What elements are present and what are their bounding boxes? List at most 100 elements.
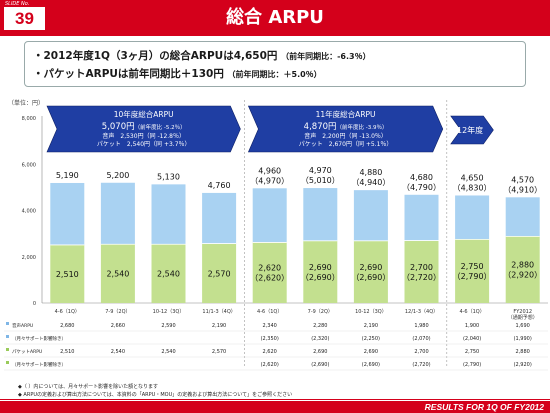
x-tick-label: 7-9（2Q） [105,309,130,315]
table-cell: 2,590 [161,323,175,329]
x-tick-label: （通期予想） [508,314,538,321]
footer-text: RESULTS FOR 1Q OF FY2012 [424,402,544,412]
banner-value: 5,070円（前年度比 -5.2％） [102,122,186,132]
x-tick-label: 7-9（2Q） [308,309,333,315]
banner-fy2012 [450,115,494,145]
total-sub-label: （4,790） [402,183,441,192]
arpu-chart: 0 2,000 4,000 6,000 8,000 5,190 2,510 4-6（1Q） 5,… [4,100,548,371]
unit-label: （単位：円） [8,100,45,107]
packet-label: 2,540 [157,270,180,279]
y-tick-label: 8,000 [22,116,36,122]
packet-label: 2,880 [511,261,534,270]
packet-label: 2,570 [208,269,231,278]
total-sub-label: （4,970） [250,176,289,185]
total-label: 4,880 [359,168,382,177]
table-cell: 2,690 [313,349,327,355]
summary-bullet-1: ・2012年度1Q（3ヶ月）の総合ARPUは4,650円 （前年同期比：-6.3… [33,48,371,63]
table-cell: 2,750 [465,349,479,355]
bar-voice [252,188,287,243]
banner-detail-line: 音声 2,530円（同 -12.8％） [102,132,185,140]
bar-packet [455,239,490,303]
bar-packet [303,240,338,303]
slide-number-label: SLIDE No. [5,1,30,7]
table-row-marker [6,322,9,325]
slide-number-box: 39 [4,7,45,30]
table-row-marker [6,335,9,338]
x-tick-label: 4-6（1Q） [55,309,80,315]
banner-detail-line: 音声 2,200円（同 -13.0％） [304,132,387,140]
total-label: 5,190 [56,171,79,180]
table-cell: (2,620) [261,362,279,368]
total-label: 5,130 [157,172,180,181]
packet-sub-label: （2,790） [453,272,492,281]
total-label: 4,960 [258,166,281,175]
x-tick-label: 4-6（1Q） [257,309,282,315]
table-cell: 2,540 [111,349,125,355]
total-sub-label: （5,010） [301,176,340,185]
table-cell: 2,340 [263,323,277,329]
banner-title: 12年度 [457,125,483,135]
table-cell: (2,070) [412,336,430,342]
banner-title: 10年度総合ARPU [114,109,174,119]
bar-voice [303,188,338,241]
table-row-label: （月々サポート影響除き） [12,361,66,368]
banner-fy2011 [247,105,444,153]
table-cell: 1,900 [465,323,479,329]
bar-voice [202,192,237,244]
summary-box: ・2012年度1Q（3ヶ月）の総合ARPUは4,650円 （前年同期比：-6.3… [24,41,526,87]
y-tick-label: 6,000 [22,162,36,168]
summary-bullet-1-main: ・2012年度1Q（3ヶ月）の総合ARPUは4,650円 [33,50,278,62]
total-sub-label: （4,940） [351,178,390,187]
note-1: ◆（ ）内については、月々サポート影響を除いた額となります [18,384,159,390]
table-cell: (2,920) [514,362,532,368]
note-2: ◆ ARPUの定義および算出方法については、本資料の「ARPU・MOU」の定義お… [18,392,293,398]
x-tick-label: 11/1-3（4Q） [202,309,235,315]
bar-voice [455,195,490,240]
bar-voice [353,190,388,241]
bar-packet [404,240,439,303]
slide-number: 39 [15,9,34,28]
table-cell: 2,190 [212,323,226,329]
packet-label: 2,620 [258,264,281,273]
packet-sub-label: （2,620） [250,274,289,283]
packet-label: 2,750 [461,262,484,271]
total-label: 4,680 [410,173,433,182]
table-cell: (2,320) [311,336,329,342]
table-row-marker [6,348,9,351]
x-tick-label: 4-6（1Q） [459,309,484,315]
packet-label: 2,540 [106,270,129,279]
bar-packet [50,244,85,303]
page-title: 総合 ARPU [226,7,324,28]
table-cell: 2,680 [60,323,74,329]
summary-bullet-2-main: ・パケットARPUは前年同期比＋130円 [33,68,224,80]
x-tick-label: 10-12（3Q） [355,309,387,315]
table-cell: 2,510 [60,349,74,355]
table-cell: (2,690) [311,362,329,368]
bar-packet [252,242,287,303]
table-cell: (2,790) [463,362,481,368]
table-cell: 1,980 [414,323,428,329]
packet-label: 2,510 [56,270,79,279]
table-cell: 2,570 [212,349,226,355]
bar-voice [50,182,85,245]
bar-packet [100,244,135,303]
total-sub-label: （4,830） [453,183,492,192]
y-tick-label: 4,000 [22,209,36,215]
bar-voice [151,184,186,245]
table-cell: 2,880 [516,349,530,355]
x-tick-label: FY2012 [513,309,532,315]
packet-sub-label: （2,690） [301,273,340,282]
total-label: 5,200 [106,171,129,180]
table-cell: 2,280 [313,323,327,329]
table-cell: (2,690) [362,362,380,368]
x-tick-label: 12/1-3（4Q） [405,309,438,315]
footer-line [0,399,550,400]
table-cell: 2,540 [161,349,175,355]
table-cell: (2,250) [362,336,380,342]
table-cell: 2,660 [111,323,125,329]
summary-bullet-2: ・パケットARPUは前年同期比＋130円 （前年同期比：＋5.0％） [33,66,322,81]
footer-bar [0,401,550,413]
table-row-label: パケットARPU [12,348,42,355]
total-label: 4,570 [511,175,534,184]
table-cell: (2,720) [412,362,430,368]
